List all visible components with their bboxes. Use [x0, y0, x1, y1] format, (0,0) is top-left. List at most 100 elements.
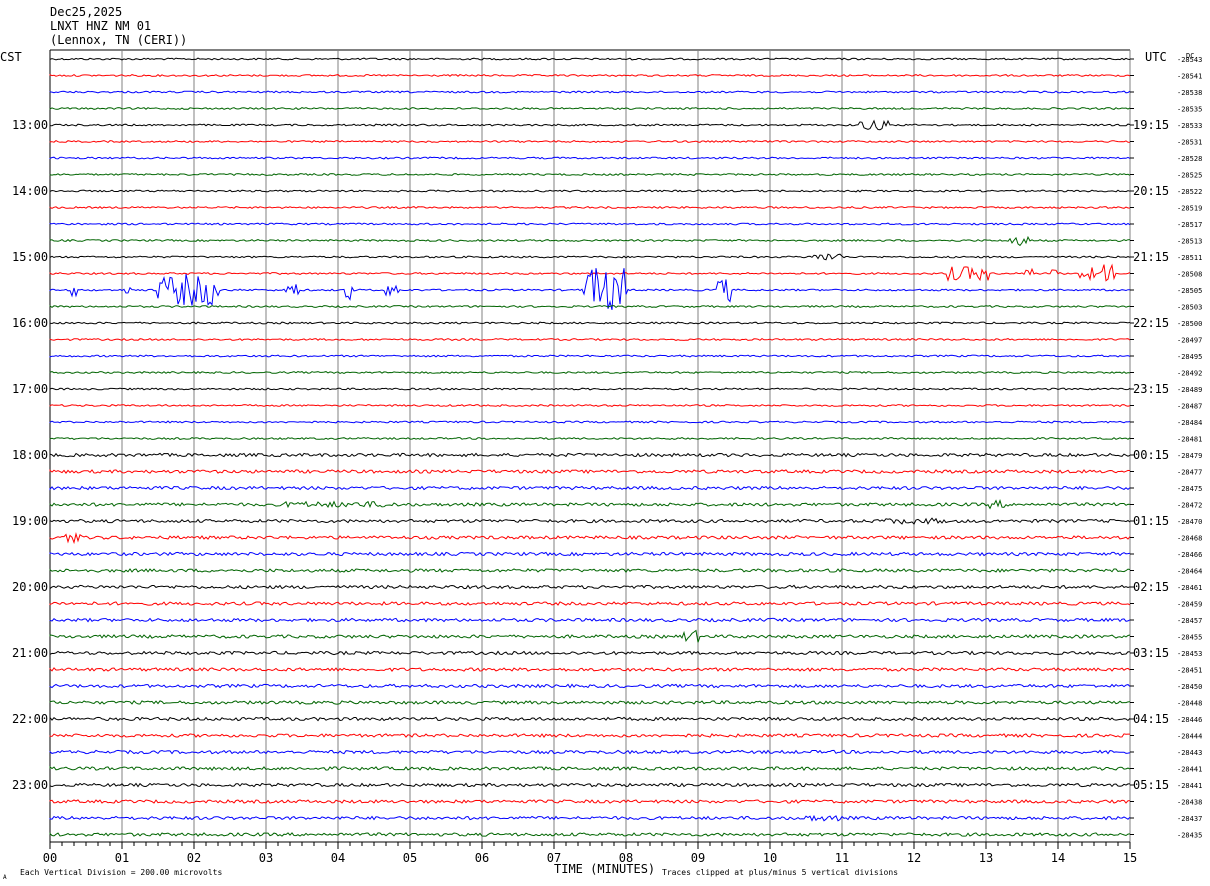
x-axis-label: TIME (MINUTES) [554, 862, 655, 876]
dc-offset-label: -28497 [1177, 337, 1202, 345]
seismic-trace-black [49, 321, 1131, 325]
dc-offset-label: -28533 [1177, 122, 1202, 130]
right-hour-label: 20:15 [1133, 184, 1169, 198]
x-tick-label: 12 [907, 851, 921, 865]
dc-offset-label: -28492 [1177, 370, 1202, 378]
seismic-trace-blue [49, 814, 1131, 822]
dc-offset-label: -28448 [1177, 700, 1202, 708]
dc-offset-label: -28437 [1177, 815, 1202, 823]
seismic-trace-red [49, 139, 1131, 144]
seismic-trace-red [49, 601, 1131, 606]
seismic-trace-green [49, 629, 1131, 643]
dc-offset-label: -28444 [1177, 733, 1202, 741]
left-hour-label: 20:00 [12, 580, 48, 594]
dc-offset-label: -28464 [1177, 568, 1202, 576]
x-tick-label: 05 [403, 851, 417, 865]
dc-offset-label: -28517 [1177, 221, 1202, 229]
dc-offset-label: -28477 [1177, 469, 1202, 477]
station-code: LNXT HNZ NM 01 [50, 19, 152, 33]
dc-offset-label: -28461 [1177, 584, 1202, 592]
x-tick-label: 08 [619, 851, 633, 865]
dc-offset-label: -28470 [1177, 518, 1202, 526]
dc-offset-label: -28479 [1177, 452, 1202, 460]
seismic-trace-black [49, 253, 1131, 261]
seismic-trace-blue [49, 617, 1131, 623]
dc-offset-label: -28443 [1177, 749, 1202, 757]
seismic-trace-red [49, 667, 1131, 672]
dc-offset-label: -28481 [1177, 436, 1202, 444]
seismic-trace-black [49, 716, 1131, 722]
seismic-trace-green [49, 235, 1131, 247]
minute-gridlines [49, 49, 1134, 849]
dc-offset-label: -28531 [1177, 139, 1202, 147]
seismic-trace-red [49, 73, 1131, 78]
dc-offset-label: -28489 [1177, 386, 1202, 394]
trace-group [49, 57, 1131, 837]
seismic-trace-blue [49, 551, 1131, 557]
seismic-trace-red [49, 403, 1131, 408]
x-tick-label: 04 [331, 851, 345, 865]
dc-offset-label: -28457 [1177, 617, 1202, 625]
seismic-trace-blue [49, 156, 1131, 160]
right-hour-label: 21:15 [1133, 250, 1169, 264]
seismic-trace-blue [49, 354, 1131, 358]
left-hour-label: 13:00 [12, 118, 48, 132]
dc-offset-label: -28511 [1177, 254, 1202, 262]
dc-offset-label: -28468 [1177, 535, 1202, 543]
left-hour-label: 15:00 [12, 250, 48, 264]
dc-offset-label: -28487 [1177, 403, 1202, 411]
dc-offset-label: -28519 [1177, 205, 1202, 213]
seismic-trace-red [49, 469, 1131, 474]
seismic-trace-green [49, 765, 1131, 771]
left-hour-label: 22:00 [12, 712, 48, 726]
right-hour-label: 02:15 [1133, 580, 1169, 594]
seismic-trace-green [49, 304, 1131, 309]
dc-offset-label: -28484 [1177, 419, 1202, 427]
seismic-trace-red [49, 263, 1131, 282]
axis-labels: 00 01 02 03 04 05 06 07 08 09 10 11 12 13 14 15 -28543 -2… [12, 56, 1202, 865]
dc-offset-label: -28435 [1177, 832, 1202, 840]
x-tick-label: 00 [43, 851, 57, 865]
right-hour-label: 23:15 [1133, 382, 1169, 396]
dc-offset-label: -28438 [1177, 799, 1202, 807]
seismic-trace-blue [49, 683, 1131, 689]
dc-offset-label: -28535 [1177, 106, 1202, 114]
seismic-trace-green [49, 700, 1131, 705]
right-hour-label: 22:15 [1133, 316, 1169, 330]
seismic-trace-blue [49, 420, 1131, 424]
left-timezone-label: CST [0, 50, 22, 64]
right-hour-label: 00:15 [1133, 448, 1169, 462]
seismic-trace-black [49, 782, 1130, 788]
dc-offset-label: -28495 [1177, 353, 1202, 361]
seismic-trace-green [49, 106, 1131, 111]
left-hour-label: 14:00 [12, 184, 48, 198]
seismic-trace-blue [49, 222, 1131, 226]
seismic-trace-green [49, 499, 1131, 510]
left-hour-label: 17:00 [12, 382, 48, 396]
dc-offset-label: -28522 [1177, 188, 1202, 196]
dc-offset-label: -28441 [1177, 766, 1202, 774]
x-tick-label: 03 [259, 851, 273, 865]
plot-date: Dec25,2025 [50, 5, 123, 19]
station-location: (Lennox, TN (CERI)) [50, 33, 188, 47]
seismic-trace-black [49, 189, 1131, 193]
dc-offset-label: -28450 [1177, 683, 1202, 691]
dc-offset-label: -28446 [1177, 716, 1202, 724]
dc-offset-label: -28505 [1177, 287, 1202, 295]
right-hour-label: 01:15 [1133, 514, 1169, 528]
seismic-trace-black [49, 452, 1131, 458]
right-hour-label: 05:15 [1133, 778, 1169, 792]
dc-offset-header: DC [1186, 52, 1194, 60]
dc-offset-label: -28455 [1177, 634, 1202, 642]
dc-offset-label: -28508 [1177, 271, 1202, 279]
dc-offset-label: -28466 [1177, 551, 1202, 559]
seismic-trace-red [49, 337, 1131, 342]
dc-offset-label: -28475 [1177, 485, 1202, 493]
seismic-trace-green [49, 436, 1131, 441]
seismic-trace-green [49, 172, 1131, 177]
x-tick-label: 14 [1051, 851, 1065, 865]
seismic-trace-red [49, 799, 1131, 804]
dc-offset-label: -28538 [1177, 89, 1202, 97]
x-tick-label: 06 [475, 851, 489, 865]
